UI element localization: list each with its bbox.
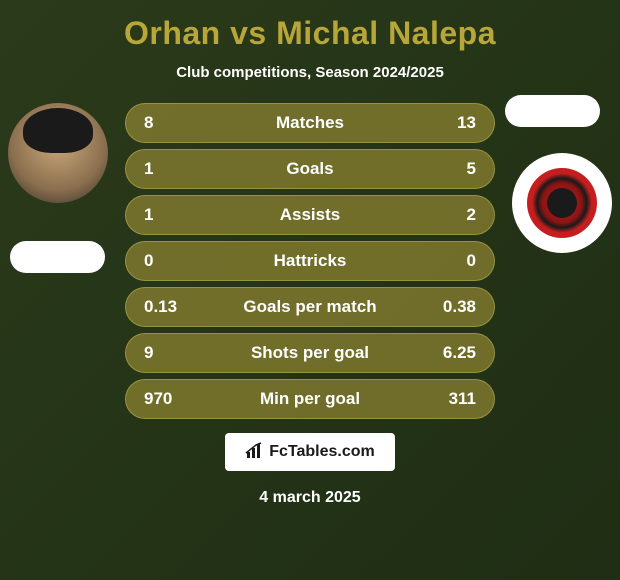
stat-label: Shots per goal [194,343,426,363]
stat-row: 0.13 Goals per match 0.38 [125,287,495,327]
stat-value-right: 2 [426,205,476,225]
stat-value-left: 1 [144,205,194,225]
chart-icon [245,442,265,463]
badge-inner [527,168,597,238]
player-avatar-left [8,103,108,203]
stat-value-right: 0.38 [426,297,476,317]
stat-value-left: 9 [144,343,194,363]
stat-label: Min per goal [194,389,426,409]
stat-row: 9 Shots per goal 6.25 [125,333,495,373]
stat-value-left: 8 [144,113,194,133]
footer-logo[interactable]: FcTables.com [225,433,395,471]
stats-wrapper: 8 Matches 13 1 Goals 5 1 Assists 2 0 Hat… [0,103,620,419]
stat-label: Goals [194,159,426,179]
date-text: 4 march 2025 [0,489,620,507]
stat-value-left: 970 [144,389,194,409]
stat-row: 0 Hattricks 0 [125,241,495,281]
stat-label: Matches [194,113,426,133]
stat-label: Goals per match [194,297,426,317]
stat-label: Assists [194,205,426,225]
stat-value-right: 311 [426,389,476,409]
stat-value-right: 0 [426,251,476,271]
comparison-title: Orhan vs Michal Nalepa [0,15,620,52]
flag-right [505,95,600,127]
logo-text: FcTables.com [269,443,375,461]
club-badge-right [512,153,612,253]
stat-label: Hattricks [194,251,426,271]
stats-list: 8 Matches 13 1 Goals 5 1 Assists 2 0 Hat… [125,103,495,419]
stat-value-left: 0 [144,251,194,271]
stat-row: 1 Goals 5 [125,149,495,189]
stat-value-left: 1 [144,159,194,179]
season-subtitle: Club competitions, Season 2024/2025 [0,64,620,81]
stat-row: 1 Assists 2 [125,195,495,235]
stat-value-right: 6.25 [426,343,476,363]
stat-row: 8 Matches 13 [125,103,495,143]
stat-row: 970 Min per goal 311 [125,379,495,419]
stat-value-left: 0.13 [144,297,194,317]
flag-left [10,241,105,273]
stat-value-right: 5 [426,159,476,179]
stat-value-right: 13 [426,113,476,133]
